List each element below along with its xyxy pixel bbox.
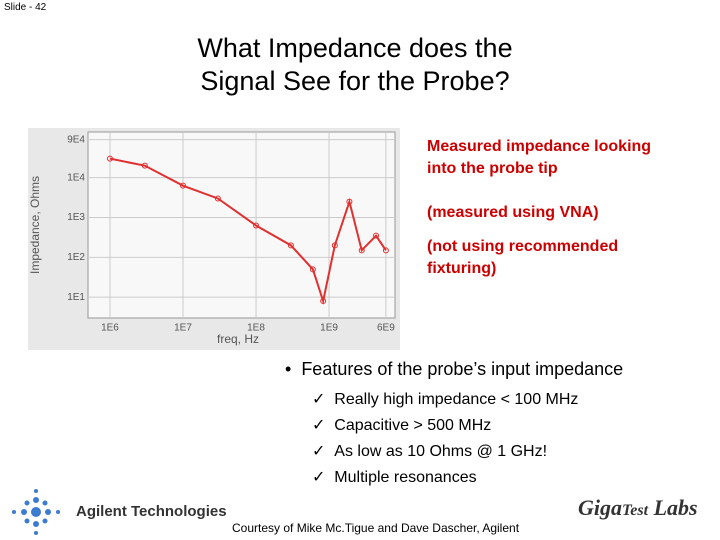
sub-bullet: ✓ Really high impedance < 100 MHz: [312, 391, 579, 408]
y-tick-label: 9E4: [67, 134, 85, 145]
note: Measured impedance looking: [427, 138, 652, 155]
note: into the probe tip: [427, 160, 558, 177]
sub-bullet: ✓ Multiple resonances: [312, 469, 477, 486]
data-point: [180, 182, 187, 189]
note: (measured using VNA): [427, 204, 599, 221]
title-line: What Impedance does the: [197, 33, 513, 63]
logo-part: Labs: [653, 495, 698, 520]
y-tick-label: 1E2: [67, 252, 85, 263]
y-tick-label: 1E1: [67, 292, 85, 303]
x-tick-label: 1E8: [247, 323, 265, 334]
x-tick-label: 1E6: [101, 323, 119, 334]
data-point: [373, 232, 380, 239]
x-tick-label: 1E7: [174, 323, 192, 334]
credit: Courtesy of Mike Mc.Tigue and Dave Dasch…: [232, 521, 520, 535]
y-tick-label: 1E3: [67, 212, 85, 223]
data-point: [287, 242, 294, 249]
logo-part: Giga: [578, 495, 622, 520]
data-point: [382, 247, 389, 254]
sub-bullets: ✓ Really high impedance < 100 MHz ✓ Capa…: [312, 387, 578, 491]
data-point: [106, 155, 113, 162]
plot-area: [87, 131, 396, 319]
data-point: [141, 162, 148, 169]
x-axis-label: freq, Hz: [217, 332, 259, 346]
note: fixturing): [427, 260, 497, 277]
bullet: • Features of the probe’s input impedanc…: [285, 359, 624, 379]
data-line: [109, 157, 387, 305]
y-tick-label: 1E4: [67, 172, 85, 183]
annotations: Measured impedance looking into the prob…: [427, 136, 651, 280]
data-point: [309, 266, 316, 273]
gigatest-logo: GigaTest Labs: [578, 495, 698, 521]
data-point: [320, 298, 327, 305]
data-point: [253, 222, 260, 229]
note: (not using recommended: [427, 238, 619, 255]
bullet-text: Features of the probe’s input impedance: [301, 359, 624, 379]
data-point: [346, 198, 353, 205]
chart: Impedance, Ohms freq, Hz 1E1 1E2 1E3 1E4 9E4…: [28, 128, 400, 350]
logo-part: Test: [622, 502, 649, 519]
title-line: Signal See for the Probe?: [200, 66, 510, 96]
agilent-logo-text: Agilent Technologies: [76, 503, 227, 520]
agilent-logo-icon: [12, 489, 60, 535]
data-point: [331, 242, 338, 249]
sub-bullet-text: As low as 10 Ohms @ 1 GHz!: [334, 443, 548, 460]
sub-bullet-text: Really high impedance < 100 MHz: [334, 391, 579, 408]
data-point: [358, 247, 365, 254]
slide-number: Slide - 42: [4, 2, 47, 13]
sub-bullet-text: Capacitive > 500 MHz: [334, 417, 492, 434]
y-axis-label: Impedance, Ohms: [28, 176, 42, 274]
x-tick-label: 6E9: [377, 323, 395, 334]
sub-bullet-text: Multiple resonances: [334, 469, 477, 486]
sub-bullet: ✓ As low as 10 Ohms @ 1 GHz!: [312, 443, 548, 460]
slide-title: What Impedance does the Signal See for t…: [140, 32, 570, 98]
x-tick-label: 1E9: [320, 323, 338, 334]
sub-bullet: ✓ Capacitive > 500 MHz: [312, 417, 492, 434]
data-point: [214, 195, 221, 202]
